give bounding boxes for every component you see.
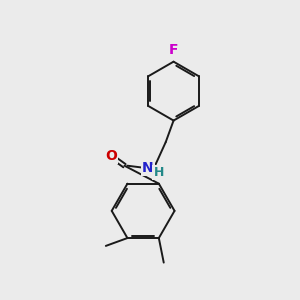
- Text: H: H: [154, 166, 164, 179]
- Text: N: N: [142, 161, 154, 175]
- Text: O: O: [105, 149, 117, 163]
- Text: F: F: [169, 43, 178, 57]
